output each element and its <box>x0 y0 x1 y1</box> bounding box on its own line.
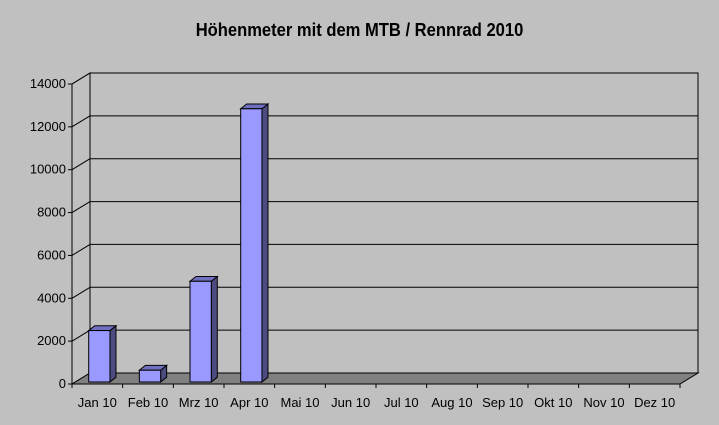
back-wall <box>89 72 699 374</box>
bars <box>87 102 270 384</box>
bar-side <box>109 324 117 384</box>
x-tick-label: Apr 10 <box>230 395 268 410</box>
x-tick-label: Dez 10 <box>634 395 675 410</box>
y-tick-label: 6000 <box>37 247 66 262</box>
side-wall <box>71 72 91 385</box>
x-axis-ticks: Jan 10 Feb 10 Mrz 10 Apr 10 Mai 10 Jun 10 Jul … <box>71 383 681 410</box>
y-tick-label: 8000 <box>37 205 66 220</box>
grid-line <box>71 72 91 85</box>
y-tick-label: 4000 <box>37 290 66 305</box>
x-tick-label: Sep 10 <box>482 395 523 410</box>
y-tick-label: 12000 <box>30 119 66 134</box>
bar-front <box>240 108 263 383</box>
y-axis-ticks: 0 2000 4000 6000 8000 10000 12000 14000 <box>30 76 73 391</box>
grid-line <box>71 115 91 128</box>
bar-side <box>261 102 269 384</box>
x-tick-label: Jan 10 <box>78 395 117 410</box>
plot-walls <box>70 72 700 385</box>
x-tick-label: Mrz 10 <box>179 395 219 410</box>
bar <box>239 102 270 384</box>
x-tick-label: Okt 10 <box>534 395 572 410</box>
bar <box>87 324 118 384</box>
grid-line <box>71 286 91 299</box>
grid-line <box>71 329 91 342</box>
bar <box>137 364 169 384</box>
y-tick-label: 14000 <box>30 76 66 91</box>
chart-title: Höhenmeter mit dem MTB / Rennrad 2010 <box>195 20 524 40</box>
bar-front <box>189 280 212 383</box>
bar-side <box>210 275 218 384</box>
x-tick-label: Nov 10 <box>583 395 624 410</box>
x-tick-label: Jun 10 <box>331 395 370 410</box>
bar <box>188 275 219 384</box>
grid-line <box>71 244 91 256</box>
y-tick-label: 2000 <box>37 333 66 348</box>
bar-front <box>138 369 162 383</box>
y-tick-label: 0 <box>59 376 66 391</box>
x-tick-label: Feb 10 <box>128 395 168 410</box>
y-tick-label: 10000 <box>30 162 66 177</box>
x-tick-label: Jul 10 <box>384 395 419 410</box>
bar-front <box>88 330 111 383</box>
grid-line <box>71 158 91 171</box>
x-tick-label: Mai 10 <box>280 395 319 410</box>
grid-line <box>71 201 91 213</box>
x-tick-label: Aug 10 <box>431 395 472 410</box>
